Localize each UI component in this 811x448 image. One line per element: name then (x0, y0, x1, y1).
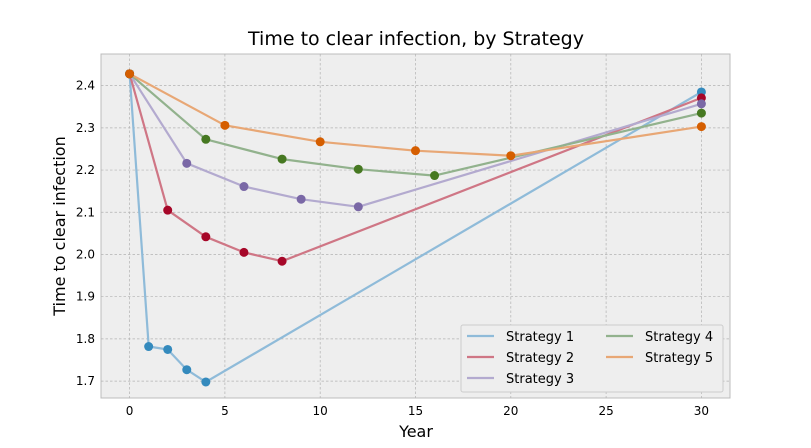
y-axis-label: Time to clear infection (50, 136, 69, 316)
y-tick-label: 2.2 (76, 163, 95, 177)
series-2-point (163, 205, 173, 215)
legend-box (460, 324, 724, 393)
series-3-point (696, 99, 706, 109)
y-tick-label: 2.1 (76, 205, 95, 219)
series-3-point (353, 202, 363, 212)
x-tick-label: 25 (598, 404, 613, 418)
series-4-point (430, 171, 440, 181)
legend-label: Strategy 1 (506, 330, 574, 345)
chart-title: Time to clear infection, by Strategy (247, 28, 584, 50)
x-tick-label: 10 (313, 404, 328, 418)
series-2-point (201, 232, 211, 242)
legend-label: Strategy 5 (645, 351, 713, 366)
series-1-point (163, 344, 173, 354)
series-5-point (220, 120, 230, 130)
series-1-point (182, 365, 192, 375)
series-3-point (296, 194, 306, 204)
series-3-point (239, 182, 249, 192)
series-4-point (201, 134, 211, 144)
series-3-point (182, 158, 192, 168)
series-5-point (125, 69, 135, 79)
x-tick-label: 15 (408, 404, 423, 418)
y-tick-label: 2.3 (76, 121, 95, 135)
x-axis-label: Year (398, 422, 433, 441)
legend-label: Strategy 4 (645, 330, 713, 345)
series-4-point (696, 108, 706, 118)
y-tick-label: 2.0 (76, 247, 95, 261)
y-tick-label: 1.8 (76, 332, 95, 346)
series-4-point (353, 164, 363, 174)
x-tick-label: 5 (221, 404, 229, 418)
series-line-1 (128, 73, 702, 384)
series-group (125, 69, 706, 387)
series-line-3 (128, 73, 702, 208)
series-2-point (239, 247, 249, 257)
series-5-point (506, 151, 516, 161)
tick-labels: 0 5 10 15 20 25 30 1.7 1.8 1.9 2.0 2.1 2.2 2.3 2.4 (76, 79, 709, 418)
series-5-point (411, 146, 420, 156)
series-2-point (277, 256, 287, 266)
series-5-point (315, 137, 325, 147)
y-tick-label: 1.9 (76, 290, 95, 304)
series-4-point (277, 154, 287, 164)
series-line-5 (129, 72, 702, 157)
y-tick-label: 2.4 (76, 79, 95, 93)
legend-label: Strategy 2 (506, 351, 574, 366)
x-tick-label: 0 (126, 404, 134, 418)
legend: Strategy 1 Strategy 2 Strategy 3 Strategy 4… (460, 324, 724, 393)
series-line-4 (128, 72, 702, 177)
y-tick-label: 1.7 (76, 374, 95, 388)
legend-label: Strategy 3 (506, 372, 574, 387)
series-1-point (201, 377, 211, 387)
x-tick-label: 20 (503, 404, 518, 418)
series-line-2 (128, 73, 702, 263)
x-tick-label: 30 (694, 404, 709, 418)
series-1-point (144, 342, 154, 352)
series-5-point (696, 122, 706, 132)
